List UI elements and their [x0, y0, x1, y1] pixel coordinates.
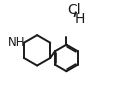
Text: Cl: Cl	[67, 2, 80, 17]
Text: NH: NH	[8, 36, 25, 49]
Text: H: H	[73, 12, 84, 26]
